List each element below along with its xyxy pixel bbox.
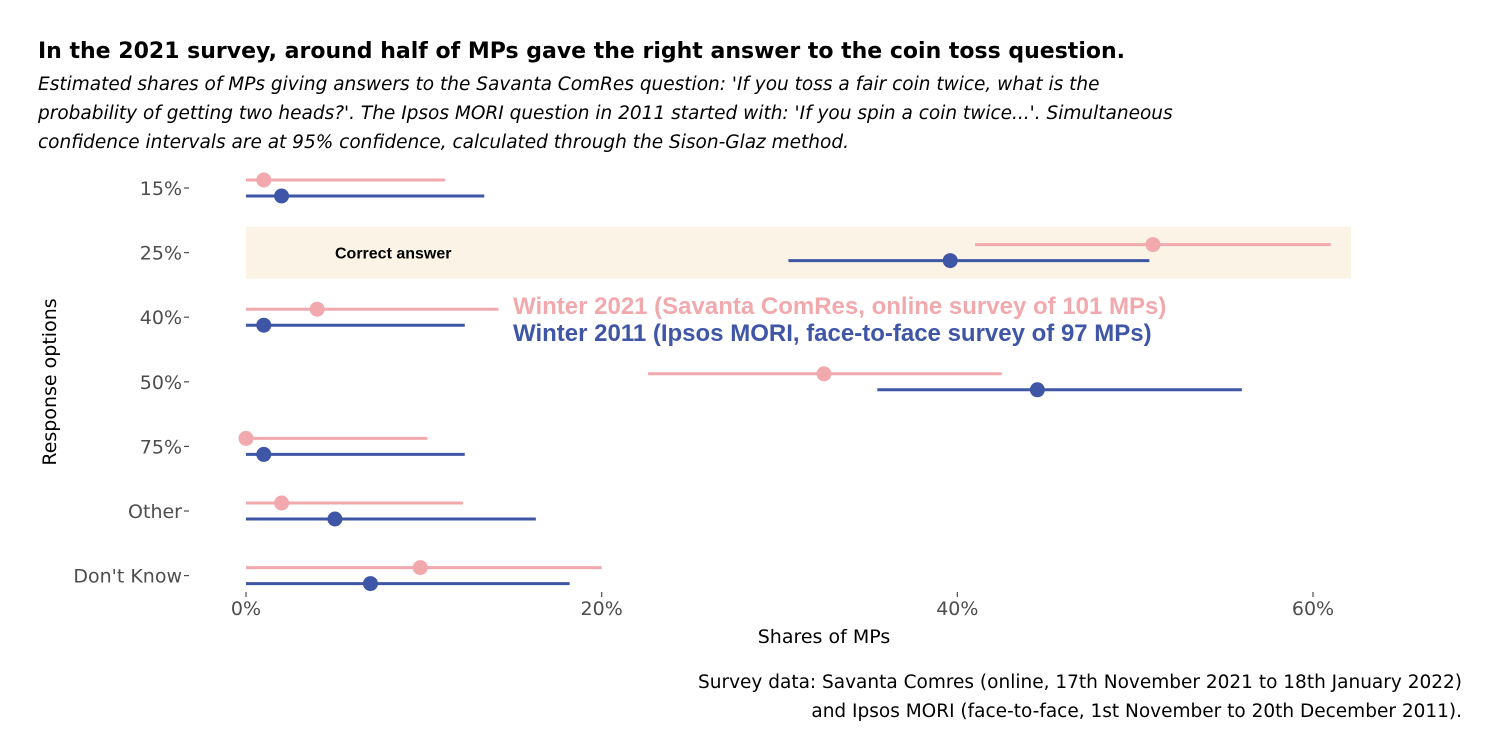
point-2011 [274,188,290,204]
point-2011 [1029,382,1045,398]
x-tick-label: 60% [1292,598,1334,620]
chart-title: In the 2021 survey, around half of MPs g… [38,39,1125,64]
x-tick-label: 0% [231,598,261,620]
point-2011 [256,317,272,333]
y-tick-label: 50% [140,372,182,394]
point-2011 [362,576,378,592]
legend-entry-2011: Winter 2011 (Ipsos MORI, face-to-face su… [513,320,1152,347]
legend-entry-2021: Winter 2021 (Savanta ComRes, online surv… [513,293,1166,320]
chart-subtitle-line-3: confidence intervals are at 95% confiden… [38,132,849,153]
y-axis-title: Response options [39,298,61,465]
x-tick-label: 40% [936,598,978,620]
point-2011 [942,253,958,269]
chart-subtitle-line-2: probability of getting two heads?'. The … [37,103,1173,124]
point-2021 [1145,237,1161,253]
y-tick-label: 75% [140,436,182,458]
point-2011 [256,446,272,462]
correct-answer-label: Correct answer [335,246,452,263]
y-tick-label: 40% [140,307,182,329]
y-tick-label: Other [128,501,182,523]
correct-answer-band [246,226,1351,279]
x-axis-title: Shares of MPs [758,626,891,648]
caption-line-2: and Ipsos MORI (face-to-face, 1st Novemb… [811,701,1462,722]
y-tick-label: Don't Know [73,566,182,588]
chart-subtitle-line-1: Estimated shares of MPs giving answers t… [38,74,1100,95]
y-tick-label: 15% [140,178,182,200]
x-tick-label: 20% [581,598,623,620]
point-2021 [256,172,272,188]
point-2021 [309,301,325,317]
point-2021 [816,366,832,382]
point-2011 [327,511,343,527]
plot-area: Correct answer 15% 25% 40% 50% 75% Other Don't … [73,172,1351,620]
point-2021 [412,560,428,576]
point-2021 [274,495,290,511]
point-2021 [238,430,254,446]
y-tick-label: 25% [140,243,182,265]
caption-line-1: Survey data: Savanta Comres (online, 17t… [698,672,1462,693]
